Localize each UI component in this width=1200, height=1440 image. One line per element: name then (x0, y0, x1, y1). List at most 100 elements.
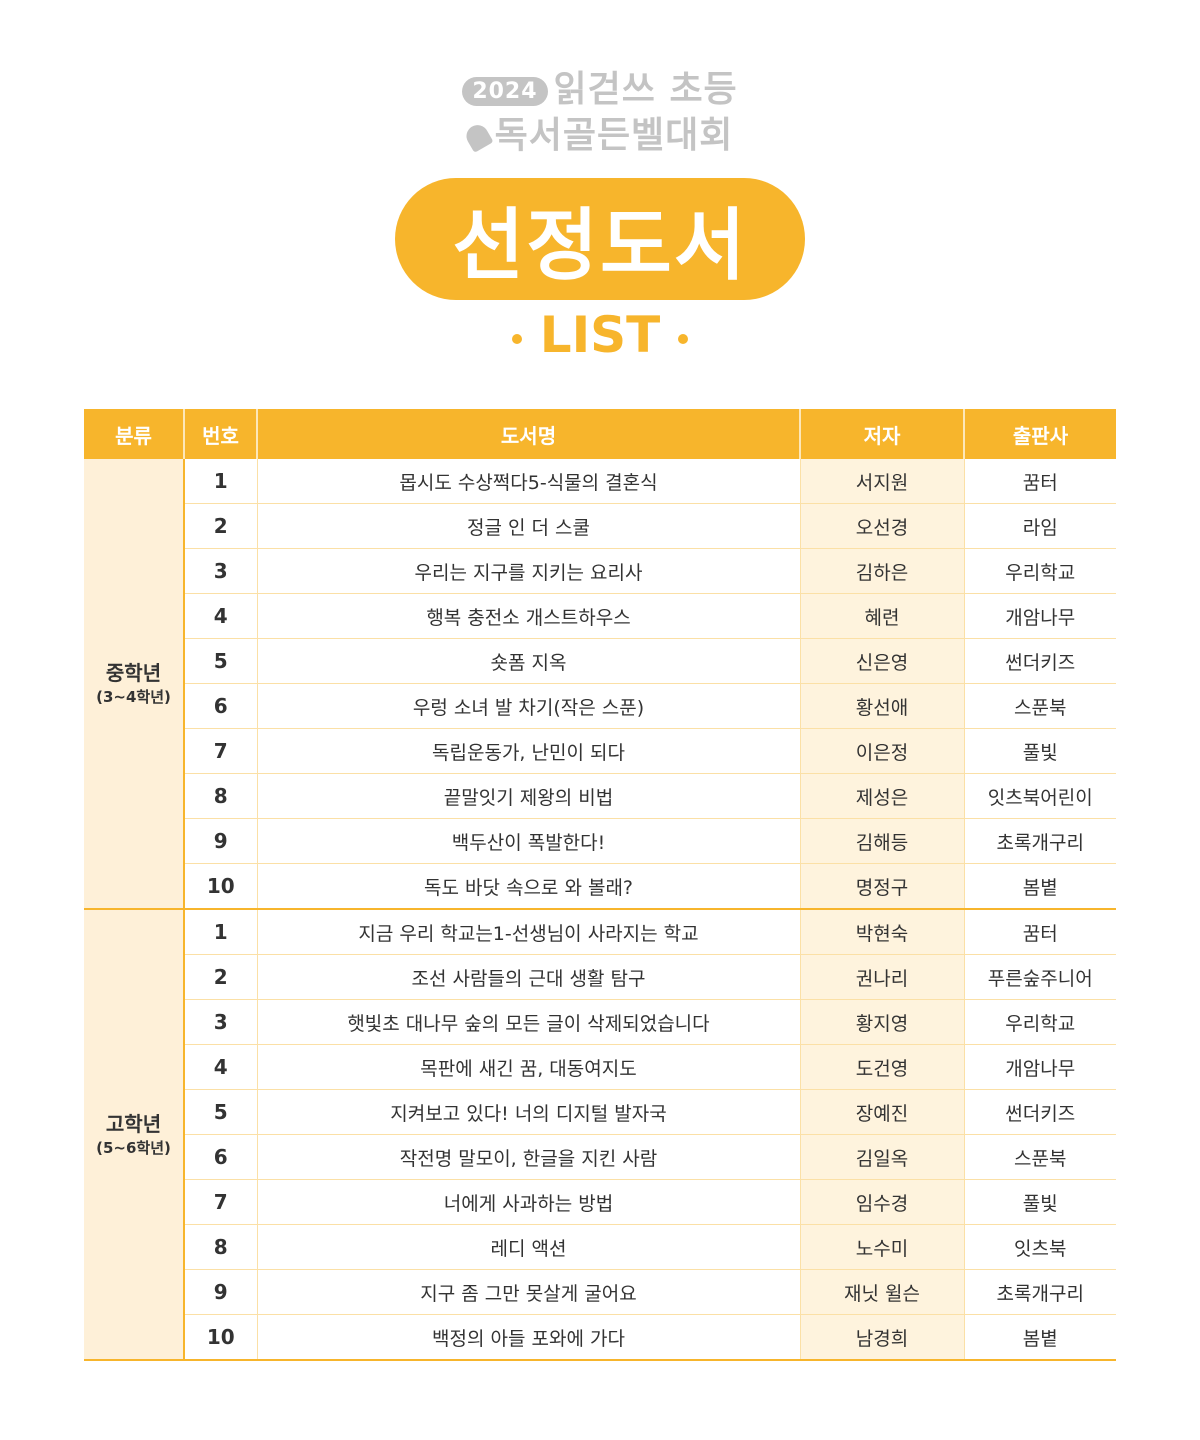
book-title: 우리는 지구를 지키는 요리사 (256, 548, 800, 594)
book-publisher: 스푼북 (964, 1134, 1116, 1180)
header-author: 저자 (799, 409, 964, 459)
book-title: 정글 인 더 스쿨 (256, 503, 800, 549)
book-list-table: 분류 번호 도서명 저자 출판사 중학년 (3~4학년) 1 몹시도 수상쩍다5-식물… (84, 409, 1116, 1361)
table-row: 4 행복 충전소 개스트하우스 혜련 개암나무 (84, 593, 1116, 639)
book-publisher: 썬더키즈 (964, 638, 1116, 684)
year-badge: 2024 (462, 76, 548, 106)
book-number: 8 (183, 1224, 257, 1270)
table-row: 10 백정의 아들 포와에 가다 남경희 봄볕 (84, 1314, 1116, 1361)
book-number: 7 (183, 1179, 257, 1225)
book-number: 1 (183, 459, 257, 504)
book-title: 지구 좀 그만 못살게 굴어요 (256, 1269, 800, 1315)
page-title: 선정도서 (395, 178, 805, 300)
book-number: 9 (183, 818, 257, 864)
book-title: 조선 사람들의 근대 생활 탐구 (256, 954, 800, 1000)
book-publisher: 썬더키즈 (964, 1089, 1116, 1135)
list-text: LIST (539, 306, 661, 364)
table-row: 7 독립운동가, 난민이 되다 이은정 풀빛 (84, 728, 1116, 774)
book-author: 제성은 (799, 773, 965, 819)
table-row: 5 숏폼 지옥 신은영 썬더키즈 (84, 638, 1116, 684)
book-title: 행복 충전소 개스트하우스 (256, 593, 800, 639)
book-number: 2 (183, 503, 257, 549)
book-title: 숏폼 지옥 (256, 638, 800, 684)
table-row: 6 작전명 말모이, 한글을 지킨 사람 김일옥 스푼북 (84, 1134, 1116, 1180)
book-number: 3 (183, 999, 257, 1045)
table-row: 2 조선 사람들의 근대 생활 탐구 권나리 푸른숲주니어 (84, 954, 1116, 1000)
table-row: 4 목판에 새긴 꿈, 대동여지도 도건영 개암나무 (84, 1044, 1116, 1090)
table-row: 10 독도 바닷 속으로 와 볼래? 명정구 봄볕 (84, 863, 1116, 910)
book-number: 6 (183, 1134, 257, 1180)
book-publisher: 스푼북 (964, 683, 1116, 729)
book-publisher: 꿈터 (964, 909, 1116, 955)
book-title: 백두산이 폭발한다! (256, 818, 800, 864)
book-publisher: 푸른숲주니어 (964, 954, 1116, 1000)
book-publisher: 꿈터 (964, 459, 1116, 504)
book-author: 박현숙 (799, 909, 965, 955)
dot-icon (511, 333, 522, 344)
table-row: 8 레디 액션 노수미 잇츠북 (84, 1224, 1116, 1270)
book-title: 독립운동가, 난민이 되다 (256, 728, 800, 774)
category-grades: (3~4학년) (96, 688, 171, 706)
book-number: 4 (183, 593, 257, 639)
book-publisher: 잇츠북어린이 (964, 773, 1116, 819)
category-cell: 고학년 (5~6학년) (84, 909, 184, 1361)
book-author: 남경희 (799, 1314, 965, 1361)
table-row: 3 햇빛초 대나무 숲의 모든 글이 삭제되었습니다 황지영 우리학교 (84, 999, 1116, 1045)
book-title: 목판에 새긴 꿈, 대동여지도 (256, 1044, 800, 1090)
book-title: 햇빛초 대나무 숲의 모든 글이 삭제되었습니다 (256, 999, 800, 1045)
dot-icon (678, 333, 689, 344)
header-publisher: 출판사 (963, 409, 1116, 459)
book-publisher: 초록개구리 (964, 1269, 1116, 1315)
book-author: 임수경 (799, 1179, 965, 1225)
book-author: 명정구 (799, 863, 965, 910)
book-title: 끝말잇기 제왕의 비법 (256, 773, 800, 819)
book-number: 9 (183, 1269, 257, 1315)
table-row: 3 우리는 지구를 지키는 요리사 김하은 우리학교 (84, 548, 1116, 594)
header-category: 분류 (84, 409, 184, 459)
book-title: 지켜보고 있다! 너의 디지털 발자국 (256, 1089, 800, 1135)
book-title: 작전명 말모이, 한글을 지킨 사람 (256, 1134, 800, 1180)
book-author: 혜련 (799, 593, 965, 639)
table-row: 8 끝말잇기 제왕의 비법 제성은 잇츠북어린이 (84, 773, 1116, 819)
book-author: 이은정 (799, 728, 965, 774)
header-title: 도서명 (256, 409, 800, 459)
book-title: 백정의 아들 포와에 가다 (256, 1314, 800, 1361)
book-number: 8 (183, 773, 257, 819)
book-number: 4 (183, 1044, 257, 1090)
book-author: 황선애 (799, 683, 965, 729)
table-row: 고학년 (5~6학년) 1 지금 우리 학교는1-선생님이 사라지는 학교 박현숙 꿈터 (84, 909, 1116, 1361)
book-publisher: 잇츠북 (964, 1224, 1116, 1270)
book-author: 노수미 (799, 1224, 965, 1270)
book-title: 지금 우리 학교는1-선생님이 사라지는 학교 (256, 909, 800, 955)
table-row: 2 정글 인 더 스쿨 오선경 라임 (84, 503, 1116, 549)
book-publisher: 봄볕 (964, 863, 1116, 910)
table-row: 9 백두산이 폭발한다! 김해등 초록개구리 (84, 818, 1116, 864)
book-author: 권나리 (799, 954, 965, 1000)
book-number: 2 (183, 954, 257, 1000)
book-number: 10 (183, 863, 257, 910)
event-logo-line1: 2024 읽걷쓰 초등 (0, 60, 1200, 112)
book-publisher: 초록개구리 (964, 818, 1116, 864)
table-row: 5 지켜보고 있다! 너의 디지털 발자국 장예진 썬더키즈 (84, 1089, 1116, 1135)
logo-text-1: 읽걷쓰 초등 (553, 69, 738, 110)
table-row: 9 지구 좀 그만 못살게 굴어요 재닛 윌슨 초록개구리 (84, 1269, 1116, 1315)
category-name: 중학년 (105, 661, 162, 685)
book-title: 우렁 소녀 발 차기(작은 스푼) (256, 683, 800, 729)
book-publisher: 우리학교 (964, 548, 1116, 594)
table-row: 7 너에게 사과하는 방법 임수경 풀빛 (84, 1179, 1116, 1225)
book-publisher: 라임 (964, 503, 1116, 549)
category-cell: 중학년 (3~4학년) (84, 459, 184, 910)
page-subtitle: LIST (0, 306, 1200, 364)
book-title: 레디 액션 (256, 1224, 800, 1270)
book-number: 5 (183, 1089, 257, 1135)
category-name: 고학년 (105, 1112, 162, 1136)
header-number: 번호 (183, 409, 257, 459)
book-author: 도건영 (799, 1044, 965, 1090)
book-author: 신은영 (799, 638, 965, 684)
book-number: 10 (183, 1314, 257, 1361)
table-row: 중학년 (3~4학년) 1 몹시도 수상쩍다5-식물의 결혼식 서지원 꿈터 (84, 459, 1116, 910)
book-publisher: 개암나무 (964, 1044, 1116, 1090)
book-title: 너에게 사과하는 방법 (256, 1179, 800, 1225)
book-author: 서지원 (799, 459, 965, 504)
bell-icon (462, 121, 494, 153)
